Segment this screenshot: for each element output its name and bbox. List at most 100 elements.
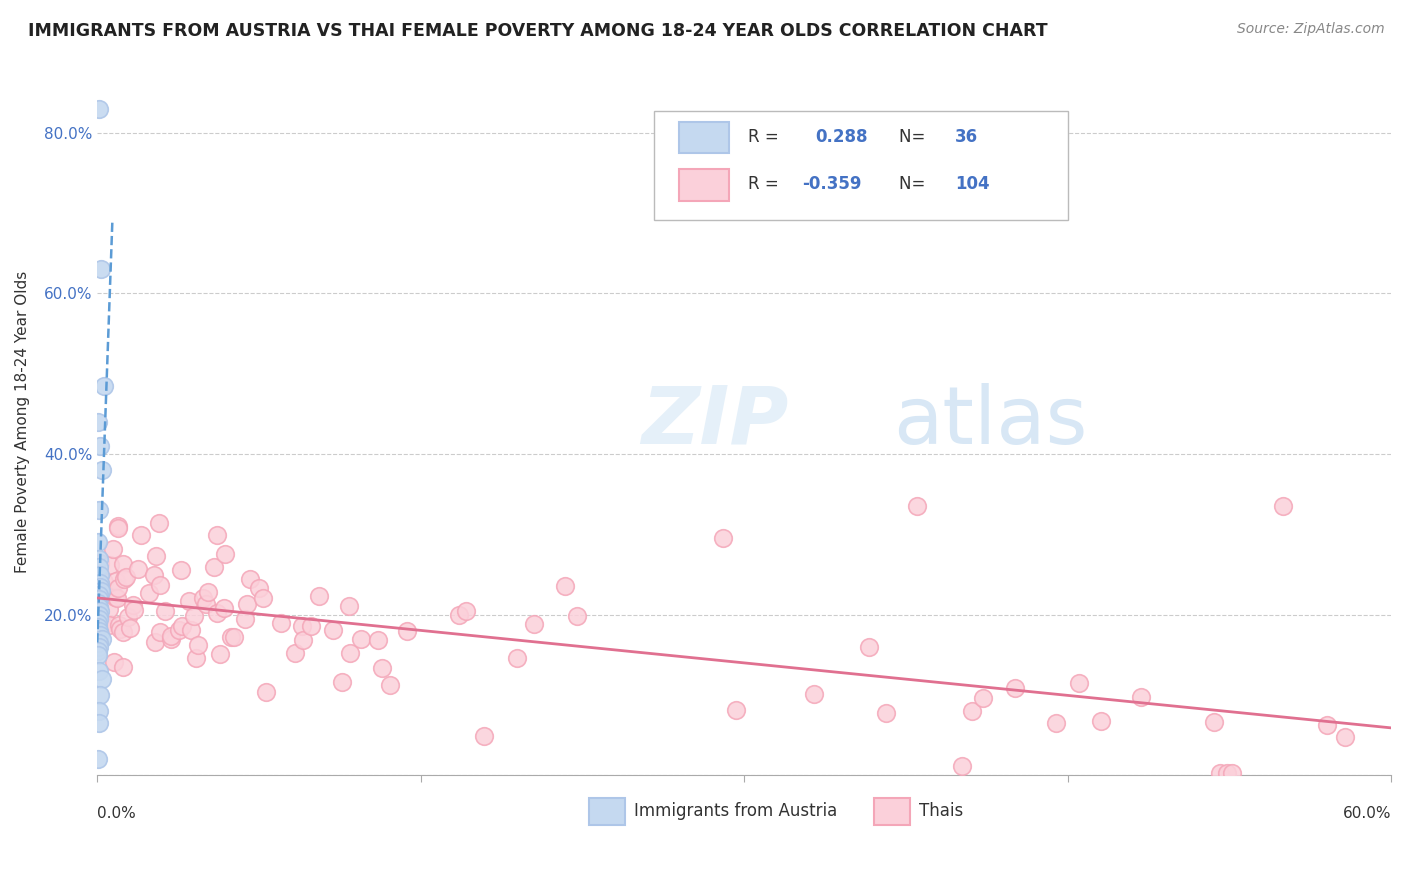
Point (1316, 717, 1339, 731)
Point (1067, 676, 1090, 690)
Point (180, 624, 202, 638)
Point (87, 535, 110, 549)
Point (129, 527, 152, 541)
Point (93, 379, 115, 393)
Point (148, 516, 170, 530)
Point (87, 620, 110, 634)
Point (195, 597, 218, 611)
Point (90, 262, 112, 277)
Point (110, 622, 132, 636)
Point (112, 573, 135, 587)
Point (803, 687, 825, 701)
Point (117, 610, 139, 624)
Point (143, 567, 166, 582)
Point (1216, 766, 1239, 780)
Text: IMMIGRANTS FROM AUSTRIA VS THAI FEMALE POVERTY AMONG 18-24 YEAR OLDS CORRELATION: IMMIGRANTS FROM AUSTRIA VS THAI FEMALE P… (28, 22, 1047, 40)
Point (447, 607, 470, 622)
Point (202, 560, 225, 574)
Point (183, 609, 205, 624)
Point (875, 706, 897, 720)
Point (89, 688, 111, 702)
Point (87, 716, 110, 731)
Text: -0.359: -0.359 (803, 176, 862, 194)
Point (87, 596, 110, 610)
Point (299, 619, 322, 633)
Point (554, 579, 576, 593)
Point (112, 625, 135, 640)
Point (149, 624, 172, 639)
Point (950, 759, 973, 773)
Point (107, 582, 129, 596)
Point (239, 572, 262, 586)
Point (89, 588, 111, 602)
Point (89, 604, 111, 618)
Point (89, 575, 111, 590)
Point (1202, 715, 1225, 730)
Text: R =: R = (748, 176, 785, 194)
FancyBboxPatch shape (679, 169, 728, 201)
Point (565, 608, 588, 623)
Point (90, 632, 112, 646)
Point (90, 463, 112, 477)
Point (179, 593, 201, 607)
Point (221, 630, 243, 644)
Point (905, 500, 928, 514)
Point (972, 690, 994, 705)
Point (112, 557, 135, 571)
Point (236, 597, 259, 611)
Point (103, 541, 125, 556)
Point (89, 439, 111, 453)
Point (89, 102, 111, 116)
Point (160, 632, 183, 646)
FancyBboxPatch shape (679, 121, 728, 153)
Point (456, 604, 478, 618)
Text: Immigrants from Austria: Immigrants from Austria (634, 803, 838, 821)
Point (214, 547, 236, 561)
Point (89, 612, 111, 626)
Point (252, 591, 274, 605)
Point (90, 583, 112, 598)
Point (205, 527, 228, 541)
Point (350, 632, 373, 646)
Point (1090, 714, 1112, 729)
Point (214, 601, 236, 615)
Point (170, 563, 193, 577)
Point (472, 729, 495, 743)
Point (962, 705, 984, 719)
Point (224, 631, 246, 645)
Point (118, 621, 141, 635)
Point (205, 606, 228, 620)
Point (122, 603, 145, 617)
Point (87, 644, 110, 658)
Point (107, 520, 129, 534)
Point (184, 651, 207, 665)
Text: 36: 36 (955, 128, 979, 146)
Point (98, 617, 121, 632)
Point (89, 619, 111, 633)
Point (153, 604, 176, 618)
Text: 60.0%: 60.0% (1343, 806, 1391, 821)
Text: R =: R = (748, 128, 785, 146)
Point (89, 580, 111, 594)
Point (337, 599, 360, 613)
Point (371, 660, 394, 674)
Point (103, 655, 125, 669)
Point (87, 591, 110, 606)
Point (86, 752, 108, 766)
Point (160, 629, 183, 643)
Point (1004, 681, 1026, 695)
Point (89, 624, 111, 638)
Point (87, 607, 110, 622)
Point (284, 646, 307, 660)
Point (105, 591, 128, 606)
Point (339, 646, 361, 660)
Text: ZIP: ZIP (641, 383, 787, 461)
Point (167, 623, 190, 637)
Point (115, 570, 138, 584)
Point (89, 556, 111, 570)
Point (87, 503, 110, 517)
Point (322, 623, 344, 637)
Point (104, 590, 127, 604)
FancyBboxPatch shape (654, 111, 1067, 220)
Point (367, 632, 389, 647)
